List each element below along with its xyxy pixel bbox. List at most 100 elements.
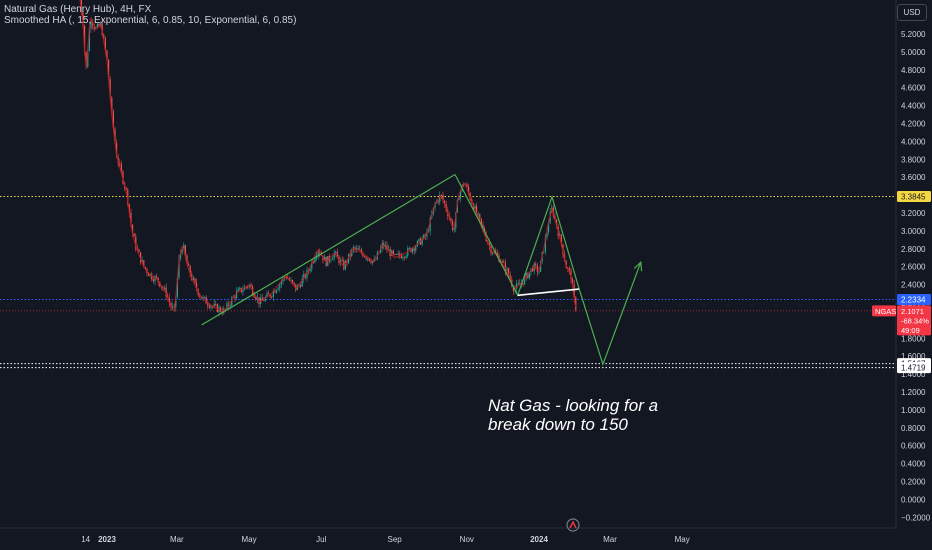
candle-body	[274, 290, 276, 293]
candle	[271, 295, 273, 300]
annotation-line-2: break down to 150	[488, 415, 628, 434]
candle-body	[427, 230, 430, 232]
candle-body	[259, 297, 262, 305]
candle-body	[96, 23, 98, 28]
candle	[363, 255, 366, 258]
candle-body	[87, 50, 89, 68]
candle-body	[155, 276, 158, 278]
chart-annotation: Nat Gas - looking for a break down to 15…	[488, 396, 708, 434]
candle-body	[536, 265, 538, 272]
candle	[359, 245, 361, 251]
candle-body	[354, 247, 356, 250]
candle-body	[152, 279, 154, 282]
candle-body	[243, 286, 246, 290]
candle	[515, 279, 518, 293]
candle-body	[429, 218, 431, 231]
candle-body	[178, 258, 180, 278]
candle-body	[168, 298, 170, 303]
candle	[231, 295, 233, 308]
candle-body	[336, 251, 338, 257]
candle-body	[133, 233, 135, 237]
candle-body	[391, 250, 393, 256]
candle-body	[559, 234, 561, 236]
candle-body	[143, 260, 145, 267]
candle-body	[112, 111, 114, 129]
candle-body	[384, 245, 386, 247]
y-tick-label: 3.0000	[901, 227, 926, 236]
candle	[411, 247, 414, 255]
candle-body	[279, 283, 281, 289]
candle-body	[127, 189, 129, 205]
candle-body	[408, 248, 410, 249]
candle-body	[195, 282, 198, 290]
candle	[418, 238, 420, 245]
candle-body	[509, 275, 511, 280]
candle-body	[459, 190, 462, 198]
candle-body	[439, 194, 441, 202]
candle-body	[503, 261, 505, 263]
indicator-legend: Smoothed HA (, 15, Exponential, 6, 0.85,…	[4, 15, 297, 26]
candle-body	[546, 231, 548, 238]
candle-body	[507, 268, 510, 276]
candle	[522, 283, 524, 287]
candle-body	[373, 259, 375, 261]
candle-body	[351, 249, 353, 256]
currency-button[interactable]: USD	[897, 4, 927, 21]
candle-body	[157, 277, 159, 282]
level-badge-text: 2.2334	[901, 296, 926, 305]
candle-body	[192, 278, 194, 280]
candle-body	[104, 38, 106, 51]
candle-body	[106, 50, 108, 60]
candle-body	[293, 282, 295, 285]
chart-logo-icon[interactable]	[566, 518, 580, 532]
level-badge-text: 3.3845	[901, 192, 926, 201]
candle-body	[229, 305, 231, 307]
candle-body	[443, 200, 446, 205]
candle-body	[120, 163, 122, 172]
candle-body	[386, 245, 388, 250]
y-tick-label: 2.8000	[901, 245, 926, 254]
level-badge-bg	[897, 190, 931, 202]
candle-body	[359, 249, 361, 251]
candle-body	[397, 253, 399, 255]
bar-countdown: 49:09	[901, 326, 920, 335]
candle-body	[85, 51, 87, 68]
candle-body	[184, 245, 186, 256]
candle	[290, 276, 292, 282]
candle	[575, 296, 577, 312]
y-tick-label: 4.6000	[901, 84, 926, 93]
candle	[503, 259, 505, 264]
candle	[237, 287, 239, 292]
candle-body	[573, 284, 575, 298]
candle-body	[560, 234, 562, 245]
candle-body	[194, 278, 196, 283]
candle-body	[186, 255, 188, 265]
candle-body	[549, 212, 551, 224]
candle-body	[504, 262, 506, 272]
candle	[336, 248, 338, 257]
candle-body	[303, 274, 305, 279]
candle-body	[480, 218, 482, 225]
y-tick-label: 1.0000	[901, 406, 926, 415]
candle	[535, 261, 537, 270]
candle-body	[363, 256, 366, 258]
candle	[367, 257, 369, 262]
candle-body	[355, 248, 358, 250]
candle-body	[160, 286, 162, 288]
candle-body	[387, 249, 390, 251]
candle	[202, 295, 204, 302]
candle	[267, 290, 270, 295]
candle-body	[280, 281, 282, 284]
candle-body	[205, 296, 207, 304]
candle-body	[403, 257, 406, 258]
candle-body	[181, 250, 183, 253]
candle-body	[125, 187, 127, 190]
candle	[543, 251, 545, 254]
candle	[330, 258, 332, 263]
candle-body	[231, 297, 233, 306]
candle-body	[237, 289, 239, 292]
candle-body	[239, 287, 241, 290]
candle-body	[272, 290, 274, 297]
